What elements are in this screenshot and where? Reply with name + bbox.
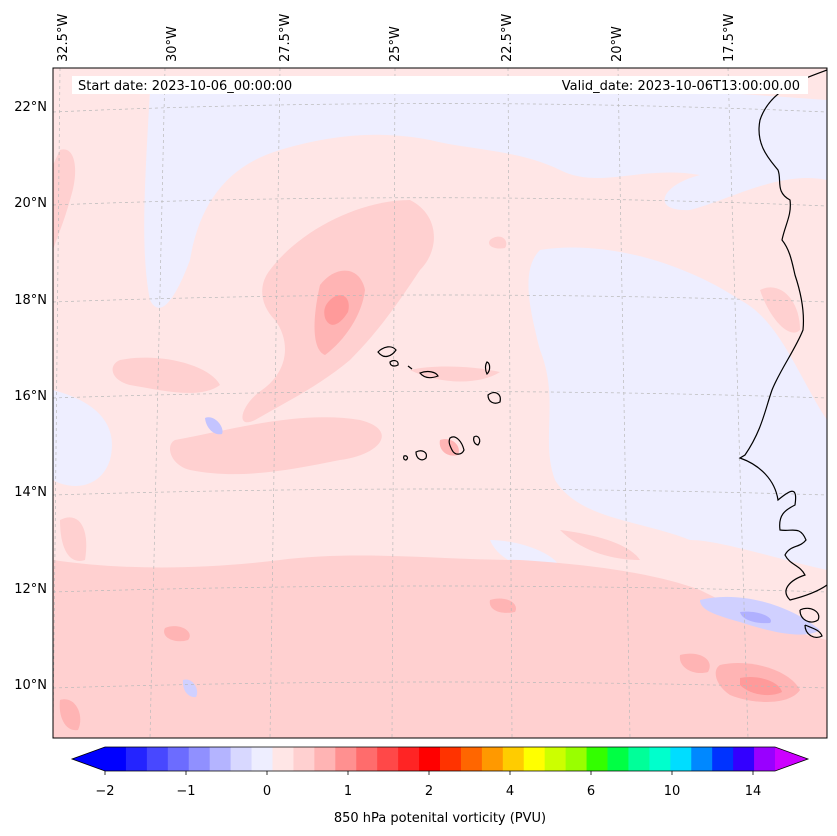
colorbar-swatch: [712, 747, 734, 771]
lon-label-22.5W: 22.5°W: [500, 14, 515, 62]
colorbar-ticks: −2 −1 0 1 2 4 6 10 14: [95, 784, 761, 799]
lon-label-27.5W: 27.5°W: [278, 14, 293, 62]
colorbar-swatch: [314, 747, 336, 771]
header-strip: [72, 76, 808, 94]
graticule: [53, 68, 827, 738]
colorbar-swatch: [272, 747, 294, 771]
lon-label-25W: 25°W: [388, 26, 403, 62]
island-maio: [473, 435, 481, 446]
cbar-tick-label: −2: [95, 784, 114, 799]
map-panel: [53, 68, 827, 738]
colorbar-swatch: [733, 747, 755, 771]
cbar-tick-label: 6: [587, 784, 595, 799]
colorbar-swatch: [335, 747, 357, 771]
colorbar-swatch: [607, 747, 629, 771]
lon-label-17.5W: 17.5°W: [722, 14, 737, 62]
lon-label-30W: 30°W: [165, 26, 180, 62]
lon-label-32.5W: 32.5°W: [56, 14, 71, 62]
colorbar-swatch: [481, 747, 504, 771]
colorbar-swatch: [293, 747, 315, 771]
colorbar-swatch: [251, 747, 273, 771]
cbar-tick-label: 1: [344, 784, 352, 799]
cbar-tick-label: 14: [745, 784, 762, 799]
colorbar-extend-high: [775, 747, 808, 771]
colorbar-swatch: [670, 747, 692, 771]
cbar-tick-label: −1: [176, 784, 195, 799]
lat-label-12N: 12°N: [14, 582, 47, 597]
lon-label-20W: 20°W: [610, 26, 625, 62]
negative-pv-fields-medium: [182, 417, 820, 698]
island-santo-antao: [377, 346, 397, 358]
map-frame: [52, 67, 828, 739]
lat-label-20N: 20°N: [14, 196, 47, 211]
colorbar-swatch: [628, 747, 650, 771]
colorbar-swatch: [754, 747, 776, 771]
lat-label-16N: 16°N: [14, 389, 47, 404]
island-sao-nicolau: [419, 370, 439, 379]
colorbar-swatch: [377, 747, 399, 771]
colorbar: [70, 746, 810, 775]
coastlines: [377, 68, 827, 638]
colorbar-swatch: [544, 747, 567, 771]
longitude-labels: 32.5°W 30°W 27.5°W 25°W 22.5°W 20°W 17.5…: [56, 14, 737, 62]
island-sal: [484, 361, 491, 376]
cbar-tick-label: 2: [425, 784, 433, 799]
colorbar-swatch: [586, 747, 608, 771]
colorbar-swatch: [419, 747, 441, 771]
colorbar-swatch: [230, 747, 253, 771]
colorbar-swatch: [209, 747, 232, 771]
colorbar-swatch: [691, 747, 713, 771]
lat-label-18N: 18°N: [14, 293, 47, 308]
island-santiago: [448, 436, 465, 455]
cbar-tick-label: 10: [664, 784, 681, 799]
colorbar-swatch: [460, 747, 483, 771]
island-fogo: [415, 450, 427, 461]
colorbar-swatch: [105, 747, 127, 771]
colorbar-extend-low: [72, 747, 105, 771]
africa-coast: [738, 68, 827, 638]
cbar-tick-label: 0: [263, 784, 271, 799]
lat-label-10N: 10°N: [14, 678, 47, 693]
colorbar-swatch: [125, 747, 148, 771]
colorbar-swatch: [440, 747, 462, 771]
positive-pv-fields-light: [53, 149, 827, 738]
colorbar-swatch: [167, 747, 190, 771]
latitude-labels: 22°N 20°N 18°N 16°N 14°N 12°N 10°N: [14, 100, 47, 693]
colorbar-swatch: [188, 747, 211, 771]
island-brava: [403, 455, 409, 461]
start-date-label: Start date: 2023-10-06_00:00:00: [78, 79, 292, 94]
island-santa-luzia: [407, 365, 413, 370]
valid-date-label: Valid_date: 2023-10-06T13:00:00.00: [562, 79, 800, 94]
island-boa-vista: [487, 392, 501, 404]
colorbar-swatch: [649, 747, 671, 771]
colorbar-swatch: [565, 747, 588, 771]
lat-label-14N: 14°N: [14, 485, 47, 500]
lat-label-22N: 22°N: [14, 100, 47, 115]
colorbar-label: 850 hPa potenital vorticity (PVU): [334, 811, 546, 826]
colorbar-swatch: [356, 747, 378, 771]
cbar-tick-label: 4: [506, 784, 514, 799]
colorbar-swatch: [523, 747, 546, 771]
colorbar-swatch: [502, 747, 525, 771]
island-sao-vicente: [389, 359, 399, 367]
colorbar-swatch: [398, 747, 420, 771]
colorbar-swatch: [146, 747, 169, 771]
